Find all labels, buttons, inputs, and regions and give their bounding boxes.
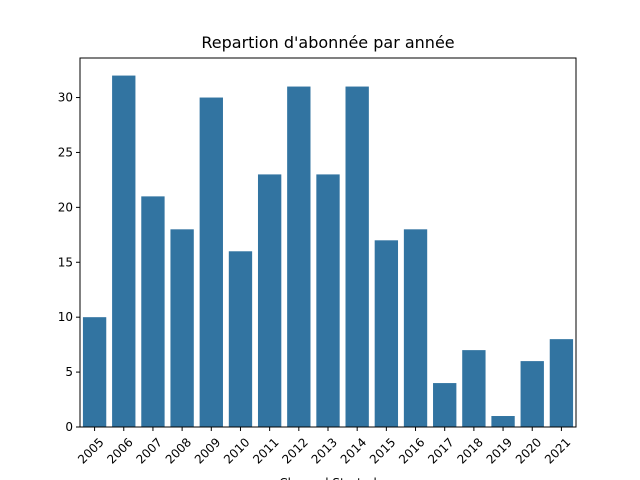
x-axis-label: Channel Started — [279, 476, 376, 480]
x-tick-label: 2020 — [513, 435, 544, 466]
bar — [316, 174, 340, 427]
y-tick-label: 5 — [65, 365, 73, 379]
bar — [491, 416, 515, 427]
bar — [403, 229, 428, 427]
bar — [199, 97, 223, 428]
bar — [112, 75, 136, 428]
x-tick-label: 2007 — [134, 435, 165, 466]
x-tick-label: 2016 — [396, 435, 427, 466]
y-tick-label: 0 — [65, 420, 73, 434]
bar — [287, 86, 311, 427]
bar — [374, 240, 399, 427]
bar — [257, 174, 282, 427]
plot-frame — [79, 57, 577, 428]
bar — [82, 317, 107, 427]
bar — [433, 383, 457, 427]
bar — [462, 350, 486, 427]
y-tick-label: 25 — [58, 145, 73, 159]
y-tick-label: 30 — [58, 91, 73, 105]
bar — [228, 251, 253, 427]
bar — [520, 361, 544, 427]
x-tick-label: 2015 — [367, 435, 398, 466]
bar — [549, 339, 574, 427]
chart-title: Repartion d'abonnée par année — [201, 33, 454, 52]
x-tick-label: 2012 — [279, 435, 310, 466]
y-tick-label: 15 — [58, 255, 73, 269]
x-tick-label: 2010 — [221, 435, 252, 466]
x-tick-label: 2014 — [338, 435, 369, 466]
x-tick-label: 2006 — [104, 435, 135, 466]
y-tick-label: 20 — [58, 200, 73, 214]
x-tick-label: 2018 — [454, 435, 485, 466]
x-tick-label: 2011 — [250, 435, 281, 466]
bar — [141, 196, 165, 427]
x-tick-label: 2009 — [192, 435, 223, 466]
x-tick-label: 2019 — [484, 435, 515, 466]
x-tick-label: 2008 — [163, 435, 194, 466]
x-tick-label: 2021 — [542, 435, 573, 466]
x-tick-label: 2005 — [75, 435, 106, 466]
bar — [345, 86, 369, 427]
x-tick-label: 2013 — [309, 435, 340, 466]
y-tick-label: 10 — [58, 310, 73, 324]
bar — [170, 229, 194, 427]
x-tick-label: 2017 — [425, 435, 456, 466]
